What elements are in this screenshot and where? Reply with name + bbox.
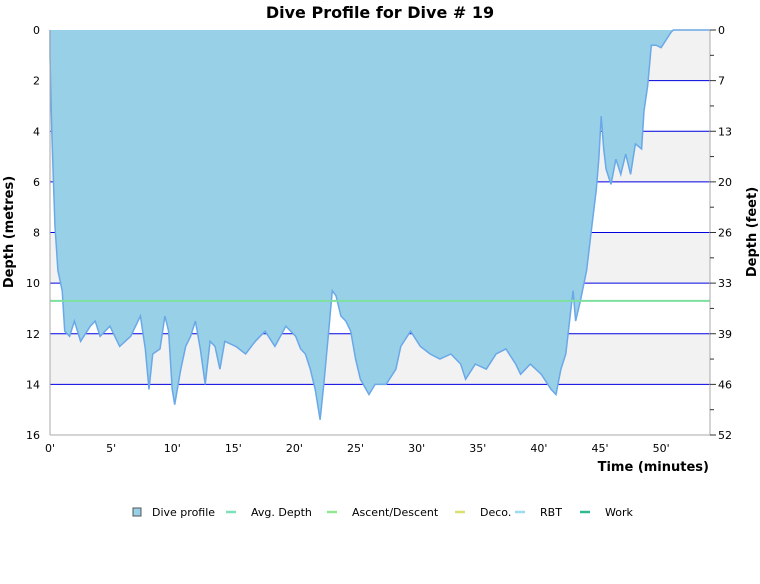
y-tick-label: 6 bbox=[33, 176, 40, 189]
legend-label: Avg. Depth bbox=[251, 506, 312, 519]
x-tick-label: 50' bbox=[653, 442, 670, 455]
y-tick-label: 14 bbox=[26, 378, 40, 391]
x-axis-label: Time (minutes) bbox=[598, 460, 709, 475]
y-tick-label: 10 bbox=[26, 277, 40, 290]
y2-axis-label: Depth (feet) bbox=[745, 187, 760, 277]
y2-tick-label: 52 bbox=[718, 429, 732, 442]
legend-label: Work bbox=[605, 506, 633, 519]
legend-label: Ascent/Descent bbox=[352, 506, 439, 519]
x-tick-label: 40' bbox=[530, 442, 547, 455]
dive-profile-area bbox=[50, 30, 710, 420]
y-tick-label: 8 bbox=[33, 227, 40, 240]
legend-label: RBT bbox=[540, 506, 562, 519]
x-tick-label: 45' bbox=[591, 442, 608, 455]
y2-tick-label: 13 bbox=[718, 125, 732, 138]
x-tick-label: 35' bbox=[469, 442, 486, 455]
y-tick-label: 12 bbox=[26, 328, 40, 341]
y-tick-label: 2 bbox=[33, 75, 40, 88]
x-tick-label: 0' bbox=[45, 442, 55, 455]
chart-title: Dive Profile for Dive # 19 bbox=[266, 3, 494, 22]
y2-tick-label: 0 bbox=[718, 24, 725, 37]
dive-profile-line bbox=[49, 29, 710, 420]
y2-tick-label: 7 bbox=[718, 75, 725, 88]
legend-label: Dive profile bbox=[152, 506, 215, 519]
y-tick-label: 16 bbox=[26, 429, 40, 442]
legend-label: Deco. bbox=[480, 506, 511, 519]
y2-tick-label: 46 bbox=[718, 378, 732, 391]
y2-tick-label: 39 bbox=[718, 328, 732, 341]
y-tick-label: 4 bbox=[33, 125, 40, 138]
legend-swatch bbox=[132, 507, 142, 517]
x-tick-label: 25' bbox=[347, 442, 364, 455]
x-tick-label: 5' bbox=[106, 442, 116, 455]
x-tick-label: 20' bbox=[286, 442, 303, 455]
x-tick-label: 30' bbox=[408, 442, 425, 455]
x-tick-label: 10' bbox=[164, 442, 181, 455]
y2-tick-label: 20 bbox=[718, 176, 732, 189]
y-axis-label: Depth (metres) bbox=[2, 176, 17, 288]
y2-tick-label: 33 bbox=[718, 277, 732, 290]
y2-tick-label: 26 bbox=[718, 227, 732, 240]
x-tick-label: 15' bbox=[225, 442, 242, 455]
y-tick-label: 0 bbox=[33, 24, 40, 37]
